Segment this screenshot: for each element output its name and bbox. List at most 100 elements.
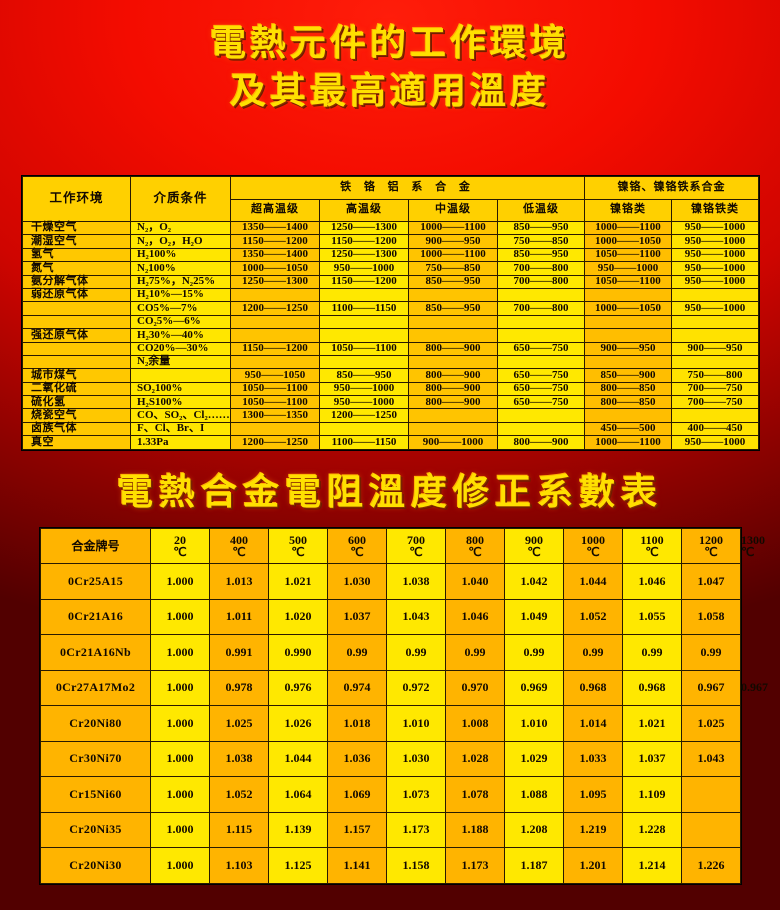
cell-temperature-range	[671, 408, 759, 423]
cell-coefficient: 1.043	[681, 740, 741, 777]
cell-coefficient: 0.990	[268, 634, 328, 671]
col-header-temperature: 500 ℃	[268, 528, 328, 564]
cell-coefficient: 0.968	[622, 669, 682, 706]
cell-temperature-range: 850——950	[408, 301, 498, 316]
cell-temperature-range: 1300——1350	[230, 408, 320, 423]
table-row: 城市煤气 950——1050 850——950 800——900 650——750 850…	[22, 368, 759, 383]
cell-coefficient: 1.000	[150, 598, 210, 635]
cell-coefficient: 1.020	[268, 598, 328, 635]
cell-temperature-range: 950——1000	[671, 274, 759, 289]
cell-coefficient	[681, 776, 741, 813]
cell-temperature-range: 650——750	[497, 381, 585, 397]
cell-coefficient: 1.010	[504, 705, 564, 742]
cell-temperature-range: 900——950	[671, 341, 759, 356]
cell-environment	[22, 354, 131, 370]
cell-coefficient: 1.228	[622, 811, 682, 848]
cell-temperature-range	[671, 287, 759, 303]
cell-coefficient: 1.000	[150, 705, 210, 742]
cell-alloy-grade: Cr20Ni35	[40, 811, 151, 848]
cell-media: F、Cl、Br、I	[130, 421, 231, 437]
cell-temperature-range: 1250——1300	[319, 247, 409, 263]
cell-temperature-range: 950——1000	[671, 220, 759, 236]
cell-coefficient: 1.052	[563, 598, 623, 635]
cell-coefficient: 1.011	[209, 598, 269, 635]
cell-temperature-range: 1000——1100	[408, 247, 498, 263]
cell-environment: 干燥空气	[22, 220, 131, 236]
cell-coefficient: 1.000	[150, 563, 210, 600]
cell-coefficient: 0.968	[563, 669, 623, 706]
cell-temperature-range	[408, 354, 498, 370]
cell-environment: 氮气	[22, 261, 131, 276]
cell-alloy-grade: Cr20Ni30	[40, 847, 151, 884]
table-coef-body: 0Cr25A15 1.000 1.013 1.021 1.030 1.038 1.040 1.…	[40, 563, 768, 884]
cell-alloy-grade: 0Cr25A15	[40, 563, 151, 600]
cell-temperature-range	[497, 287, 585, 303]
cell-coefficient: 1.021	[622, 705, 682, 742]
cell-coefficient: 1.026	[268, 705, 328, 742]
table-row: CO₂5%—6%	[22, 314, 759, 330]
cell-temperature-range: 1250——1300	[319, 220, 409, 236]
cell-coefficient: 1.000	[150, 847, 210, 884]
cell-temperature-range: 1000——1050	[230, 261, 320, 276]
table-row: Cr20Ni35 1.000 1.115 1.139 1.157 1.173 1.188 1.…	[40, 811, 741, 848]
cell-coefficient: 1.014	[563, 705, 623, 742]
cell-coefficient: 1.173	[386, 811, 446, 848]
cell-temperature-range: 1000——1100	[408, 220, 498, 236]
cell-media	[130, 368, 231, 383]
cell-temperature-range: 450——500	[584, 421, 672, 437]
cell-temperature-range: 1350——1400	[230, 220, 320, 236]
cell-coefficient: 1.000	[150, 776, 210, 813]
cell-temperature-range: 950——1000	[319, 395, 409, 410]
cell-temperature-range: 900——950	[584, 341, 672, 356]
cell-coefficient: 1.030	[386, 740, 446, 777]
cell-coefficient: 0.972	[386, 669, 446, 706]
cell-temperature-range	[408, 408, 498, 423]
cell-temperature-range: 950——1000	[319, 381, 409, 397]
table-row: 氮气 N₂100% 1000——1050 950——1000 750——850 700——…	[22, 261, 759, 276]
cell-temperature-range	[319, 328, 409, 343]
cell-temperature-range: 1050——1100	[230, 381, 320, 397]
cell-coefficient: 0.967	[681, 669, 741, 706]
col-header-temperature: 800 ℃	[445, 528, 505, 564]
table-row: N₂余量	[22, 354, 759, 370]
cell-temperature-range: 1050——1100	[319, 341, 409, 356]
cell-coefficient: 1.115	[209, 811, 269, 848]
cell-coefficient: 1.018	[327, 705, 387, 742]
cell-coefficient: 1.157	[327, 811, 387, 848]
cell-temperature-range: 1200——1250	[230, 435, 320, 450]
cell-coefficient: 0.969	[504, 669, 564, 706]
cell-temperature-range: 950——1000	[319, 261, 409, 276]
cell-coefficient: 0.974	[327, 669, 387, 706]
cell-coefficient: 0.970	[445, 669, 505, 706]
cell-coefficient: 1.064	[268, 776, 328, 813]
cell-temperature-range: 850——900	[584, 368, 672, 383]
cell-temperature-range	[319, 314, 409, 330]
cell-coefficient: 1.088	[504, 776, 564, 813]
table-coef-header-row: 合金牌号 20 ℃ 400 ℃ 500 ℃ 600 ℃ 700 ℃ 800 ℃ 900 ℃ 1000 ℃ 1100…	[40, 528, 765, 564]
cell-environment: 城市煤气	[22, 368, 131, 383]
table-row: 硫化氢 H₂S100% 1050——1100 950——1000 800——900 650…	[22, 395, 759, 410]
cell-temperature-range: 1150——1200	[319, 274, 409, 289]
cell-temperature-range	[497, 421, 585, 437]
table-coef-head: 合金牌号 20 ℃ 400 ℃ 500 ℃ 600 ℃ 700 ℃ 800 ℃ 900 ℃ 1000 ℃ 1100…	[40, 528, 765, 564]
cell-coefficient: 1.038	[209, 740, 269, 777]
col-header-temperature: 1100 ℃	[622, 528, 682, 564]
cell-temperature-range: 700——800	[497, 274, 585, 289]
cell-temperature-range: 750——850	[497, 234, 585, 249]
cell-environment: 氢气	[22, 247, 131, 263]
table-row: Cr20Ni80 1.000 1.025 1.026 1.018 1.010 1.008 1.…	[40, 705, 741, 742]
cell-temperature-range: 1050——1100	[230, 395, 320, 410]
cell-media: CO20%—30%	[130, 341, 231, 356]
cell-media: N₂，O₂	[130, 220, 231, 236]
cell-environment	[22, 301, 131, 316]
cell-temperature-range: 1150——1200	[230, 234, 320, 249]
cell-coefficient: 1.030	[327, 563, 387, 600]
cell-coefficient: 1.000	[150, 740, 210, 777]
cell-coefficient: 1.049	[504, 598, 564, 635]
cell-coefficient: 1.047	[681, 563, 741, 600]
cell-environment: 弱还原气体	[22, 287, 131, 303]
cell-temperature-range: 1200——1250	[319, 408, 409, 423]
cell-temperature-range: 800——900	[408, 395, 498, 410]
cell-coefficient: 1.040	[445, 563, 505, 600]
cell-media: CO₂5%—6%	[130, 314, 231, 330]
